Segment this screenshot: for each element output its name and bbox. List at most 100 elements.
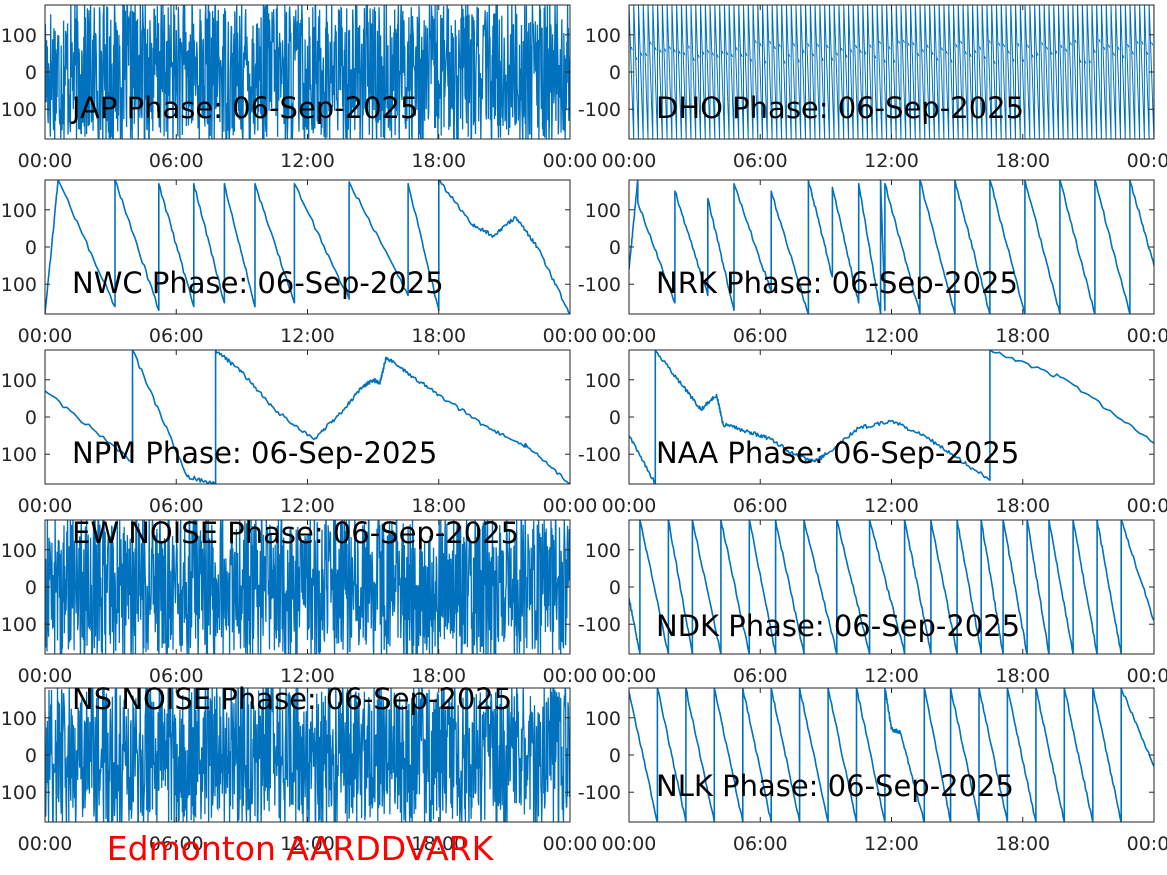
series-line <box>629 350 1154 484</box>
panel-9: 100 0 -100 00:00 06:00 12:00 18:00 00:00 NS NOIS… <box>0 682 598 855</box>
panel-10: 100 0 -100 00:00 06:00 12:00 18:00 00:00 NLK Pha… <box>578 687 1167 855</box>
panel-title: NDK Phase: 06-Sep-2025 <box>656 609 1020 643</box>
y-tick-label: 100 <box>1 370 37 392</box>
panel-2: 100 0 -100 00:00 06:00 12:00 18:00 00:00 DHO Pha… <box>578 4 1167 172</box>
series-line <box>629 520 1154 654</box>
x-tick-label: 18:00 <box>995 150 1050 172</box>
x-tick-label: 00:00 <box>543 665 598 687</box>
series-line <box>45 180 570 314</box>
x-tick-label: 18:00 <box>411 325 466 347</box>
y-tick-label: 0 <box>25 237 37 259</box>
x-tick-label: 18:00 <box>995 665 1050 687</box>
y-tick-label: 100 <box>585 708 621 730</box>
x-tick-label: 18:00 <box>995 833 1050 855</box>
y-tick-label: 0 <box>25 745 37 767</box>
x-tick-label: 12:00 <box>280 833 335 855</box>
y-tick-label: -100 <box>0 99 37 121</box>
x-tick-label: 00:00 <box>1127 833 1167 855</box>
x-tick-label: 00:00 <box>602 665 657 687</box>
panel-title: NS NOISE Phase: 06-Sep-2025 <box>72 682 512 716</box>
x-tick-label: 06:00 <box>149 150 204 172</box>
x-tick-label: 12:00 <box>864 495 919 517</box>
x-tick-label: 18:00 <box>411 665 466 687</box>
x-tick-label: 18:00 <box>411 495 466 517</box>
x-tick-label: 06:00 <box>733 665 788 687</box>
x-tick-label: 00:00 <box>543 150 598 172</box>
x-tick-label: 12:00 <box>864 833 919 855</box>
y-tick-label: 100 <box>585 200 621 222</box>
y-tick-label: 0 <box>25 577 37 599</box>
series-line <box>45 5 570 139</box>
y-tick-label: -100 <box>578 274 621 296</box>
panel-title: DHO Phase: 06-Sep-2025 <box>656 91 1024 125</box>
x-tick-label: 06:00 <box>733 833 788 855</box>
panel-title: NRK Phase: 06-Sep-2025 <box>656 266 1018 300</box>
y-tick-label: -100 <box>0 274 37 296</box>
panel-8: 100 0 -100 00:00 06:00 12:00 18:00 00:00 NDK Pha… <box>578 519 1167 687</box>
x-tick-label: 18:00 <box>995 325 1050 347</box>
x-tick-label: 00:00 <box>543 833 598 855</box>
y-tick-label: 100 <box>1 25 37 47</box>
series-line <box>629 688 1154 822</box>
x-tick-label: 00:00 <box>602 325 657 347</box>
y-tick-label: 100 <box>1 200 37 222</box>
panel-4: 100 0 -100 00:00 06:00 12:00 18:00 00:00 NRK Pha… <box>578 179 1167 347</box>
y-tick-label: 0 <box>609 62 621 84</box>
x-tick-label: 00:00 <box>602 833 657 855</box>
y-tick-label: -100 <box>0 782 37 804</box>
x-tick-label: 00:00 <box>18 665 73 687</box>
x-tick-label: 18:00 <box>411 833 466 855</box>
x-tick-label: 00:00 <box>602 495 657 517</box>
x-tick-label: 06:00 <box>733 325 788 347</box>
x-tick-label: 18:00 <box>995 495 1050 517</box>
y-tick-label: 0 <box>25 407 37 429</box>
x-tick-label: 00:00 <box>1127 325 1167 347</box>
series-line <box>629 180 1154 314</box>
x-tick-label: 12:00 <box>864 150 919 172</box>
y-tick-label: -100 <box>578 782 621 804</box>
x-tick-label: 00:00 <box>18 495 73 517</box>
x-tick-label: 00:00 <box>18 833 73 855</box>
x-tick-label: 06:00 <box>733 495 788 517</box>
y-tick-label: 100 <box>1 708 37 730</box>
x-tick-label: 12:00 <box>864 325 919 347</box>
series-line <box>45 520 570 654</box>
y-tick-label: 100 <box>585 370 621 392</box>
panel-title: EW NOISE Phase: 06-Sep-2025 <box>72 516 519 550</box>
x-tick-label: 00:00 <box>1127 495 1167 517</box>
x-tick-label: 06:00 <box>149 495 204 517</box>
x-tick-label: 18:00 <box>411 150 466 172</box>
series-line <box>45 350 570 484</box>
y-tick-label: -100 <box>578 99 621 121</box>
panel-title: NAA Phase: 06-Sep-2025 <box>656 436 1019 470</box>
x-tick-label: 12:00 <box>280 325 335 347</box>
series-line <box>45 688 570 822</box>
x-tick-label: 06:00 <box>149 665 204 687</box>
y-tick-label: 0 <box>25 62 37 84</box>
panel-title: NPM Phase: 06-Sep-2025 <box>72 436 437 470</box>
panel-1: 100 0 -100 00:00 06:00 12:00 18:00 00:00 JAP Pha… <box>0 4 598 172</box>
y-tick-label: -100 <box>578 444 621 466</box>
panel-7: 100 0 -100 00:00 06:00 12:00 18:00 00:00 EW NOIS… <box>0 516 598 687</box>
y-tick-label: -100 <box>0 614 37 636</box>
x-tick-label: 00:00 <box>543 495 598 517</box>
y-tick-label: 100 <box>585 540 621 562</box>
panel-3: 100 0 -100 00:00 06:00 12:00 18:00 00:00 NWC Pha… <box>0 179 598 347</box>
y-tick-label: 0 <box>609 237 621 259</box>
x-tick-label: 12:00 <box>280 495 335 517</box>
panel-5: 100 0 -100 00:00 06:00 12:00 18:00 00:00 NPM Pha… <box>0 349 598 517</box>
x-tick-label: 00:00 <box>543 325 598 347</box>
x-tick-label: 12:00 <box>280 665 335 687</box>
y-tick-label: 0 <box>609 407 621 429</box>
y-tick-label: 100 <box>585 25 621 47</box>
panel-title: NWC Phase: 06-Sep-2025 <box>72 266 444 300</box>
x-tick-label: 00:00 <box>18 325 73 347</box>
y-tick-label: 100 <box>1 540 37 562</box>
x-tick-label: 00:00 <box>1127 150 1167 172</box>
x-tick-label: 12:00 <box>280 150 335 172</box>
x-tick-label: 12:00 <box>864 665 919 687</box>
x-tick-label: 00:00 <box>18 150 73 172</box>
y-tick-label: 0 <box>609 745 621 767</box>
y-tick-label: -100 <box>0 444 37 466</box>
